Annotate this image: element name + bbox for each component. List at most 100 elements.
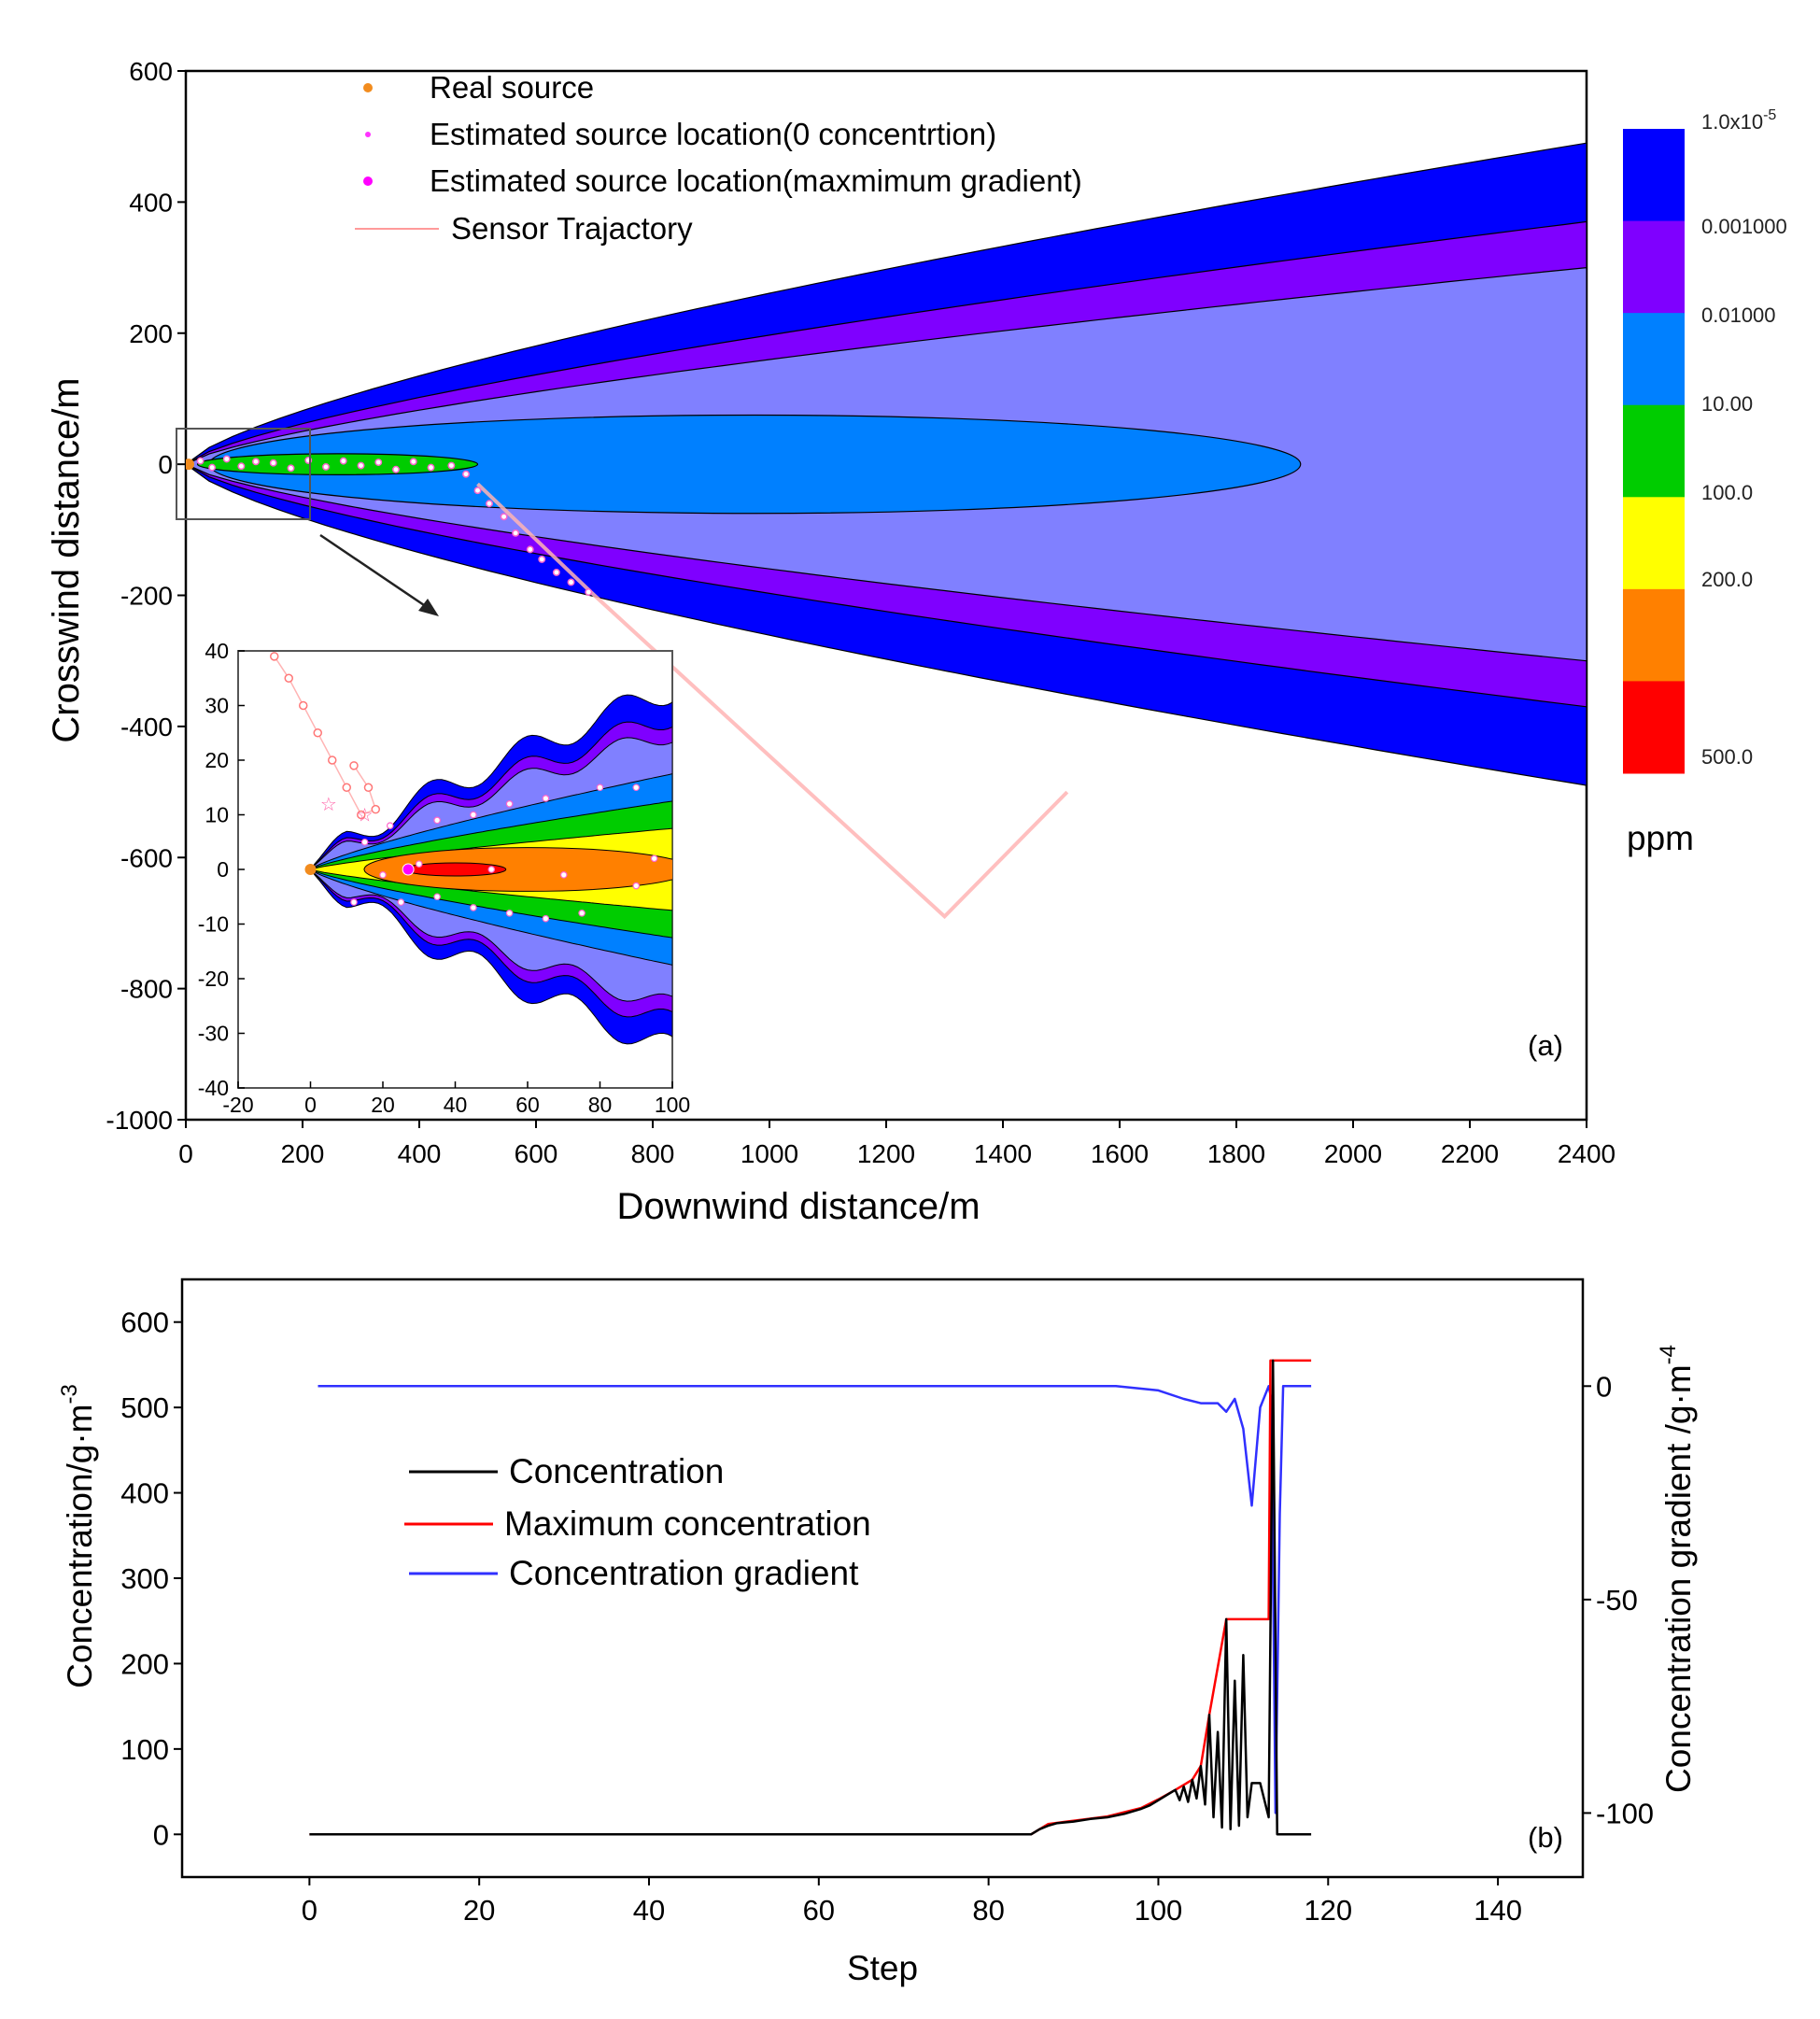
colorbar-label-5: 200.0 [1701,568,1753,591]
inset-x-tick-label-3: 40 [444,1093,468,1117]
inset-y-tick-label-5: -10 [198,912,229,937]
inset-trajectory-point-5 [342,783,351,792]
panel-a: 0 200 400 600 800 1000 1200 1400 1600 1800 2000 220… [46,57,1787,1227]
colorbar-label-1: 0.001000 [1701,215,1787,238]
legend-max-concentration: Maximum concentration [504,1504,871,1543]
x-tick-label-a-3: 600 [515,1139,558,1168]
trajectory-sample-20 [512,529,520,537]
inset-y-tick-label-2: 20 [205,748,229,772]
colorbar-label-0-exponent: -5 [1763,107,1776,123]
x-tick-label-b-2: 40 [633,1894,665,1927]
y2-axis-title-b-exp: -4 [1656,1345,1681,1364]
legend-a: Real source Estimated source location(0 … [355,70,1082,246]
inset-sample-19 [559,871,568,879]
colorbar-label-6: 500.0 [1701,745,1753,769]
y-tick-label-a-4: -200 [120,582,173,611]
legend-b: Concentration Maximum concentration Conc… [404,1452,871,1592]
y-tick-label-a-6: -600 [120,843,173,872]
y2-tick-label-b-1: -50 [1596,1584,1638,1617]
trajectory-sample-14 [427,463,435,472]
legend-est-zero: Estimated source location(0 concentrtion… [430,117,996,151]
colorbar-label-3: 10.00 [1701,392,1753,416]
inset-sample-2 [433,816,441,825]
colorbar-segment-1 [1623,220,1685,314]
y-tick-label-b-1: 100 [120,1733,169,1766]
panel-b-axes: 0 20 40 60 80 100 120 140 0 100 200 300 400 500 600 0 -5… [120,1306,1654,1927]
y-tick-label-b-5: 500 [120,1391,169,1424]
x-tick-label-b-3: 60 [803,1894,835,1927]
x-tick-label-a-9: 1800 [1207,1139,1265,1168]
x-tick-label-a-7: 1400 [974,1139,1032,1168]
y-tick-label-b-2: 200 [120,1647,169,1680]
inset-sample-11 [470,904,477,911]
inset-sample-0 [360,838,369,846]
trajectory-sample-0 [196,457,205,465]
inset-estimated-source [402,863,415,876]
inset-y-tick-label-4: 0 [217,857,229,882]
inset-sample-20 [650,854,658,863]
colorbar-label-0: 1.0x10-5 [1701,107,1776,134]
plume-contours [186,142,1587,786]
inset-x-tick-label-5: 80 [588,1093,613,1117]
colorbar-segment-2 [1623,313,1685,406]
trajectory-sample-21 [526,545,534,554]
inset-sample-3 [470,811,477,819]
inset-x-tick-label-4: 60 [515,1093,540,1117]
panel-b-frame [180,1278,1585,1879]
legend-est-gradient: Estimated source location(maxmimum gradi… [430,163,1082,198]
inset-sample-12 [505,909,514,917]
trajectory-sample-18 [486,500,493,508]
inset-sample-18 [487,866,496,873]
real-source-marker [186,459,194,471]
y-tick-label-a-1: 400 [129,188,173,217]
trajectory-sample-15 [447,461,456,470]
trajectory-sample-17 [473,487,482,495]
trajectory-sample-22 [538,555,546,563]
legend-real-source-marker [363,83,373,92]
trajectory-sample-1 [208,463,217,472]
plume-ellipse-1 [196,453,479,475]
colorbar-unit: ppm [1627,819,1694,857]
inset-x-tick-label-6: 100 [655,1093,690,1117]
inset-y-tick-label-6: -20 [198,967,229,991]
inset-sample-8 [350,898,358,906]
inset-star-1: ☆ [357,806,374,826]
inset-star-0: ☆ [320,795,337,815]
trajectory-sample-25 [585,588,593,596]
y2-axis-title-b: Concentration gradient /g·m-4 [1656,1345,1698,1793]
colorbar-label-2: 0.01000 [1701,304,1776,327]
legend-est-gradient-marker [363,176,373,186]
x-tick-label-a-6: 1200 [857,1139,915,1168]
trajectory-sample-10 [357,461,365,470]
x-tick-label-a-8: 1600 [1091,1139,1149,1168]
y-tick-label-a-7: -800 [120,975,173,1004]
inset-trajectory-point-3 [313,728,322,738]
y-tick-label-b-4: 400 [120,1477,169,1510]
x-axis-title-b: Step [847,1949,918,1987]
inset-trajectory-point-9 [349,761,359,770]
inset-trajectory-point-4 [328,755,337,765]
colorbar: 1.0x10-5 0.001000 0.01000 10.00 100.0 200.0 50… [1623,107,1787,774]
x-tick-label-b-5: 100 [1135,1894,1183,1927]
x-tick-label-a-10: 2000 [1324,1139,1382,1168]
panel-b-series [309,1359,1312,1836]
colorbar-segment-4 [1623,497,1685,590]
inset-sample-6 [596,784,604,792]
colorbar-label-4: 100.0 [1701,481,1753,504]
trajectory-sample-4 [252,458,260,466]
inset-x-tick-label-0: -20 [222,1093,253,1117]
panel-a-label: (a) [1528,1029,1563,1062]
colorbar-segment-0 [1623,129,1685,222]
legend-trajectory: Sensor Trajactory [451,211,693,246]
inset-sample-14 [578,909,586,917]
inset-x-tick-label-2: 20 [371,1093,395,1117]
y-axis-title-a: Crosswind distance/m [46,377,87,742]
inset-contours: ☆☆ [270,652,672,1045]
x-tick-label-b-4: 80 [972,1894,1004,1927]
inset-sample-16 [379,871,387,879]
x-tick-label-a-2: 400 [398,1139,442,1168]
inset-trajectory [274,656,377,816]
y-tick-label-b-0: 0 [153,1818,169,1851]
